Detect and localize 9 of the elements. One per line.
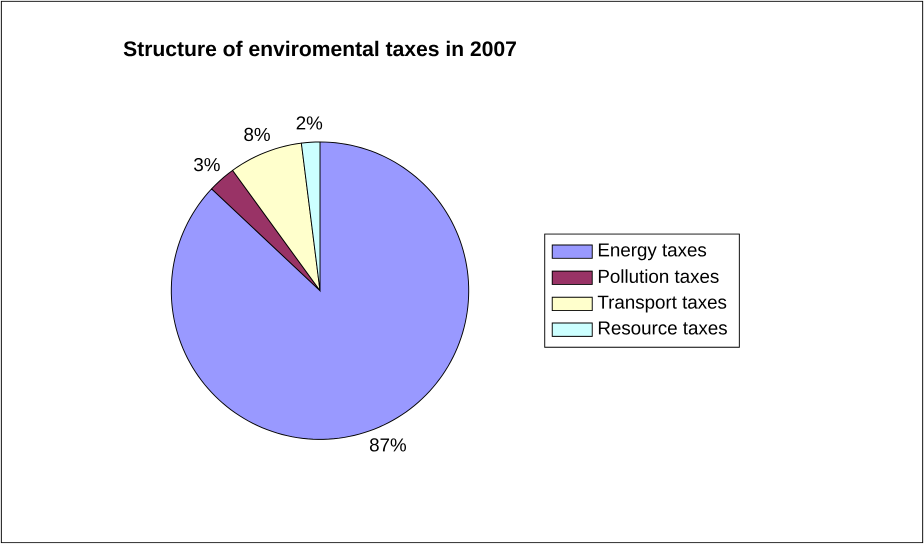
legend-label: Resource taxes [598, 321, 727, 335]
legend-label: Pollution taxes [598, 269, 719, 283]
data-label: 2% [296, 116, 322, 130]
legend-label: Transport taxes [598, 296, 726, 312]
data-label: 3% [194, 158, 220, 172]
chart-title: Structure of enviromental taxes in 2007 [124, 40, 516, 56]
data-label: 87% [370, 438, 406, 452]
legend-label: Energy taxes [598, 243, 706, 260]
data-label: 8% [244, 128, 270, 142]
